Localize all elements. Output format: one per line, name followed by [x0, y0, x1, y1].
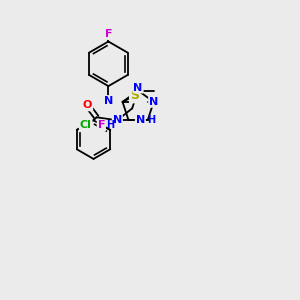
Text: N: N [134, 82, 143, 93]
Text: Cl: Cl [80, 121, 92, 130]
Text: N: N [149, 97, 158, 107]
Text: N: N [113, 115, 122, 125]
Text: O: O [83, 100, 92, 110]
Text: N: N [104, 96, 113, 106]
Text: F: F [105, 29, 112, 39]
Text: H: H [106, 120, 114, 130]
Text: F: F [98, 121, 105, 130]
Text: N: N [136, 115, 145, 125]
Text: S: S [130, 89, 139, 102]
Text: H: H [147, 115, 155, 125]
